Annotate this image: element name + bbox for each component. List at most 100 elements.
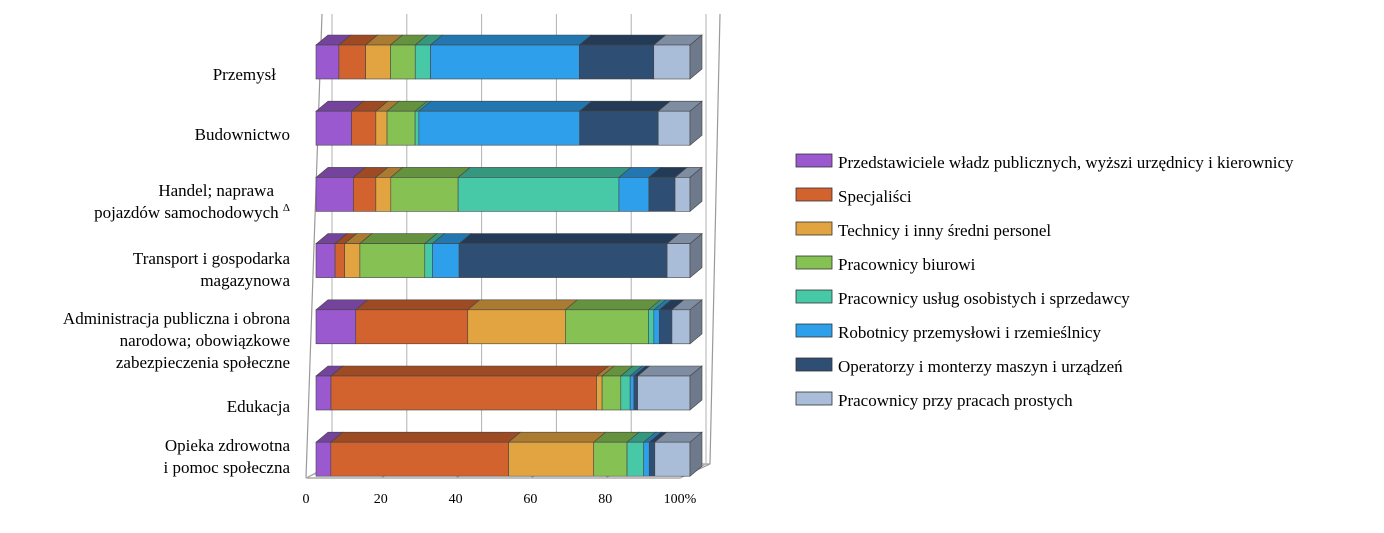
bar-segment: [579, 110, 659, 146]
category-label: Transport i gospodarka magazynowa: [133, 249, 291, 290]
bar-segment: [414, 110, 420, 146]
category-label: Budownictwo: [195, 125, 290, 144]
bar-segment: [334, 243, 345, 278]
footnote-mark: Δ: [283, 202, 290, 214]
bar-segment: [365, 44, 391, 80]
bar-segment: [508, 441, 595, 477]
bar-segment: [330, 441, 509, 477]
legend: Przedstawiciele władz publicznych, wyższ…: [795, 153, 1294, 410]
x-tick-label: 100%: [664, 492, 697, 507]
bar-segment: [653, 44, 691, 80]
bar-segment: [390, 44, 416, 80]
bar-segment: [375, 110, 388, 146]
bar-segment-top: [458, 233, 680, 244]
bar-segment: [315, 309, 357, 345]
bar-side: [689, 431, 703, 477]
legend-label: Pracownicy biurowi: [838, 255, 976, 274]
bars: [315, 34, 703, 477]
bar-segment: [355, 309, 469, 345]
bar-side: [689, 365, 703, 411]
legend-swatch: [795, 289, 833, 304]
bar-segment-top: [507, 431, 607, 443]
legend-label: Przedstawiciele władz publicznych, wyższ…: [838, 153, 1294, 172]
bar-segment: [351, 110, 377, 146]
bar-segment: [315, 110, 352, 146]
legend-swatch: [795, 187, 833, 202]
category-labels: Przemysł Budownictwo Handel; naprawa pojazd…: [63, 65, 291, 477]
bar-segment: [457, 177, 620, 212]
legend-swatch: [795, 391, 833, 406]
bar-segment: [626, 441, 645, 477]
bar-segment-top: [389, 167, 471, 178]
legend-item: Technicy i inny średni personel: [795, 221, 1051, 240]
bar-segment: [315, 243, 336, 278]
bar-segment: [674, 177, 691, 212]
legend-label: Pracownicy przy pracach prostych: [838, 391, 1073, 410]
bar-segment: [353, 177, 377, 212]
bar-segment-top: [578, 100, 672, 112]
bar-side: [689, 232, 703, 279]
x-tick-label: 40: [449, 492, 463, 507]
bar-segment-top: [466, 299, 579, 311]
bar-segment: [315, 44, 340, 80]
bar-segment-top: [329, 431, 522, 443]
bar-segment: [648, 309, 655, 345]
bar-segment: [658, 309, 673, 345]
bar-segment: [386, 110, 416, 146]
bar-segment: [467, 309, 566, 345]
bar-segment: [359, 243, 426, 278]
bar-segment: [618, 177, 650, 212]
legend-label: Operatorzy i monterzy maszyn i urządzeń: [838, 357, 1123, 376]
bar-segment: [633, 375, 638, 411]
legend-label: Robotnicy przemysłowi i rzemieślnicy: [838, 323, 1101, 342]
x-tick-label: 60: [523, 492, 537, 507]
bar-segment-top: [359, 233, 438, 244]
legend-swatch: [795, 323, 833, 338]
x-tick-label: 20: [374, 492, 388, 507]
x-tick-label: 80: [598, 492, 612, 507]
bar-segment: [458, 243, 668, 278]
category-label: Administracja publiczna i obrona narodowa…: [63, 309, 291, 372]
bar-segment: [315, 375, 332, 411]
bar-segment: [629, 375, 635, 411]
bar-segment: [593, 441, 628, 477]
legend-item: Operatorzy i monterzy maszyn i urządzeń: [795, 357, 1123, 376]
bar-side: [689, 299, 703, 345]
bar-segment: [579, 44, 655, 80]
category-label: Przemysł: [213, 65, 277, 84]
bar-segment: [430, 44, 580, 80]
category-label: Edukacja: [227, 397, 291, 416]
bar-segment: [620, 375, 631, 411]
bar-segment: [637, 375, 691, 411]
bar-segment: [315, 441, 332, 477]
legend-swatch: [795, 221, 833, 236]
bar-segment: [424, 243, 433, 278]
bar-segment: [671, 309, 691, 345]
legend-label: Pracownicy usług osobistych i sprzedawcy: [838, 289, 1130, 308]
bar-segment: [648, 177, 676, 212]
bar-segment-top: [330, 365, 610, 377]
right-wall-edge: [709, 13, 721, 465]
bar-segment: [565, 309, 649, 345]
bar-side: [689, 34, 703, 80]
bar-segment: [414, 44, 431, 80]
legend-item: Specjaliści: [795, 187, 912, 206]
x-tick-labels: 0 20 40 60 80 100%: [303, 492, 697, 507]
bar-side: [689, 100, 703, 146]
bar-segment: [648, 441, 656, 477]
legend-swatch: [795, 255, 833, 270]
legend-item: Pracownicy przy pracach prostych: [795, 391, 1073, 410]
bar-segment-top: [429, 34, 593, 46]
category-label: Opieka zdrowotna i pomoc społeczna: [163, 436, 290, 477]
bar-segment: [601, 375, 622, 411]
bar-segment: [643, 441, 650, 477]
bar-segment: [653, 309, 660, 345]
bar-segment-top: [564, 299, 662, 311]
left-wall-edge: [305, 13, 323, 479]
bar-segment-top: [457, 167, 632, 178]
legend-item: Pracownicy biurowi: [795, 255, 976, 274]
bar-segment: [654, 441, 691, 477]
bar-segment: [315, 177, 354, 212]
bar-segment-top: [418, 100, 593, 112]
bar-segment: [418, 110, 580, 146]
